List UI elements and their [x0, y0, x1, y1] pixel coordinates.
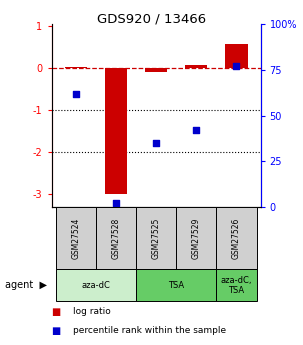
Text: GSM27526: GSM27526 [232, 217, 241, 259]
Text: log ratio: log ratio [73, 307, 111, 316]
Text: ■: ■ [52, 326, 61, 336]
Text: percentile rank within the sample: percentile rank within the sample [73, 326, 226, 335]
Bar [136, 207, 176, 269]
Bar [225, 44, 248, 68]
Bar [105, 68, 127, 194]
Point [194, 127, 199, 133]
Text: aza-dC,
TSA: aza-dC, TSA [221, 276, 252, 295]
Bar [136, 269, 216, 302]
Bar [55, 269, 136, 302]
Bar [216, 207, 257, 269]
Bar [65, 67, 87, 68]
Bar [216, 269, 257, 302]
Bar [185, 65, 207, 68]
Text: GSM27525: GSM27525 [152, 217, 161, 259]
Text: aza-dC: aza-dC [81, 281, 110, 290]
Bar [145, 68, 167, 72]
Point [234, 63, 239, 69]
Point [113, 200, 118, 206]
Text: GSM27528: GSM27528 [111, 217, 120, 259]
Text: TSA: TSA [168, 281, 184, 290]
Text: GDS920 / 13466: GDS920 / 13466 [97, 12, 206, 25]
Point [73, 91, 78, 96]
Bar [55, 207, 96, 269]
Bar [96, 207, 136, 269]
Text: ■: ■ [52, 307, 61, 317]
Point [154, 140, 158, 146]
Text: GSM27524: GSM27524 [71, 217, 80, 259]
Text: GSM27529: GSM27529 [192, 217, 201, 259]
Bar [176, 207, 216, 269]
Text: agent  ▶: agent ▶ [5, 280, 47, 290]
